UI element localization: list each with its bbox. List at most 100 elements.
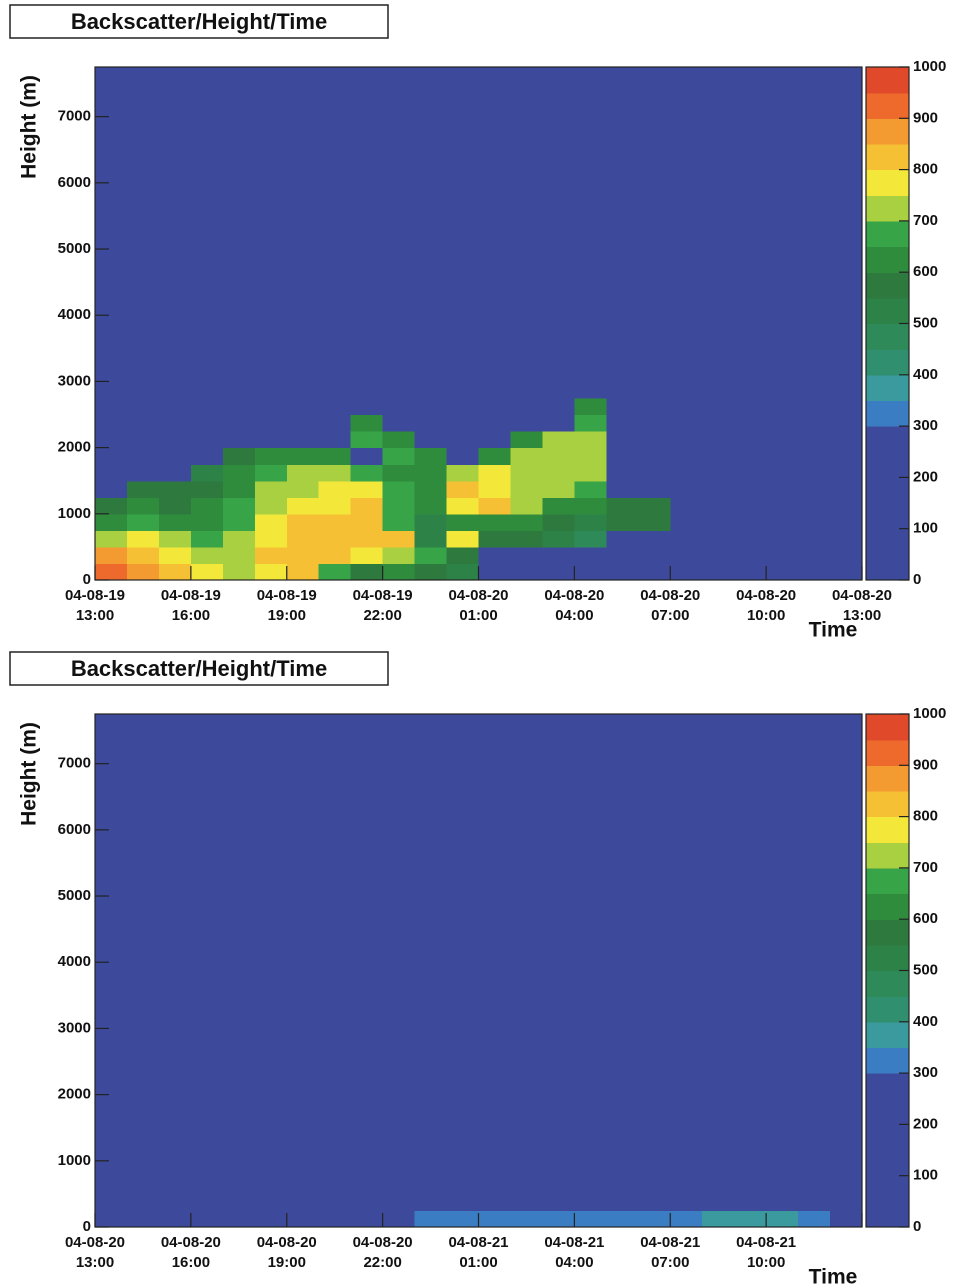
heat-cell (382, 497, 416, 515)
colorbar-band (866, 790, 909, 818)
x-axis-label: Time (809, 619, 858, 642)
x-tick-time: 13:00 (76, 607, 114, 624)
heat-cell (158, 464, 192, 482)
heat-cell (606, 530, 639, 548)
heat-cell (606, 497, 639, 515)
heat-cell (286, 67, 320, 399)
heat-cell (478, 397, 512, 416)
heat-cell (126, 431, 160, 449)
heat-cell (222, 447, 256, 465)
heat-cell (542, 480, 575, 498)
colorbar-band (866, 1021, 909, 1049)
heat-cell (670, 397, 703, 416)
heat-cell (126, 480, 160, 498)
heat-cell (446, 513, 480, 531)
heat-cell (478, 431, 512, 449)
heat-cell (574, 1210, 607, 1228)
colorbar-tick-label: 300 (913, 417, 938, 434)
heat-cell (574, 480, 607, 498)
heat-cell (574, 714, 607, 1212)
colorbar-band (866, 842, 909, 869)
heat-cell (606, 546, 639, 565)
heat-cell (830, 530, 863, 548)
x-tick-time: 13:00 (76, 1254, 114, 1271)
colorbar-band (866, 816, 909, 843)
heat-cell (286, 464, 320, 482)
x-tick-time: 16:00 (172, 607, 210, 624)
heat-cell (766, 67, 799, 399)
heat-cell (702, 714, 735, 1212)
x-tick-time: 22:00 (363, 607, 401, 624)
heat-cell (158, 480, 192, 498)
colorbar-tick-label: 600 (913, 910, 938, 927)
x-tick-date: 04-08-21 (640, 1234, 700, 1251)
heat-cell (766, 563, 799, 581)
colorbar-band (866, 739, 909, 766)
heat-cell (158, 397, 192, 416)
heat-cell (702, 1210, 735, 1228)
colorbar-band (866, 143, 909, 171)
heat-cell (286, 397, 320, 416)
heat-cell (318, 464, 352, 482)
heat-cell (95, 513, 128, 531)
heat-cell (286, 497, 320, 515)
heat-cell (574, 447, 607, 465)
heat-cell (222, 431, 256, 449)
heat-cell (158, 414, 192, 432)
colorbar-band (866, 374, 909, 402)
colorbar-band (866, 1175, 909, 1202)
x-tick-date: 04-08-20 (448, 587, 508, 604)
heat-cell (254, 397, 288, 416)
heat-cell (318, 546, 352, 565)
heat-cell (702, 480, 735, 498)
heat-cell (222, 397, 256, 416)
title-box (9, 4, 389, 39)
heat-cell (638, 480, 671, 498)
x-tick-time: 07:00 (651, 607, 689, 624)
heat-cell (190, 530, 224, 548)
heat-cell (286, 414, 320, 432)
heat-cell (382, 563, 416, 581)
heat-cell (318, 447, 352, 465)
heat-cell (190, 480, 224, 498)
heat-cell (702, 513, 735, 531)
title-box (9, 651, 389, 686)
heat-cell (254, 480, 288, 498)
colorbar-tick-label: 800 (913, 808, 938, 825)
heat-cell (382, 414, 416, 432)
heat-cell (638, 464, 671, 482)
heat-cell (734, 563, 767, 581)
y-tick-label: 5000 (58, 240, 91, 257)
heat-cell (350, 530, 384, 548)
heat-cell (638, 714, 671, 1212)
heat-cell (414, 431, 448, 449)
heat-cell (798, 563, 831, 581)
heat-cell (702, 497, 735, 515)
colorbar-band (866, 1201, 909, 1228)
y-tick-label: 0 (83, 1218, 91, 1235)
x-tick-time: 01:00 (459, 1254, 497, 1271)
heat-cell (574, 563, 607, 581)
heat-cell (702, 546, 735, 565)
heat-cell (350, 563, 384, 581)
heat-cell (254, 497, 288, 515)
heat-cell (542, 464, 575, 482)
heat-cell (478, 497, 512, 515)
x-tick-time: 07:00 (651, 1254, 689, 1271)
heat-cell (702, 447, 735, 465)
heat-cell (350, 431, 384, 449)
heat-cell (446, 431, 480, 449)
heat-cell (95, 464, 128, 482)
heat-cell (158, 513, 192, 531)
heat-cell (222, 67, 256, 399)
heat-cell (414, 480, 448, 498)
heat-cell (510, 464, 544, 482)
heat-cell (478, 464, 512, 482)
heat-cell (542, 546, 575, 565)
heat-cell (542, 447, 575, 465)
heat-cell (798, 67, 831, 399)
colorbar-tick-label: 600 (913, 263, 938, 280)
heat-cell (702, 464, 735, 482)
heat-cell (254, 431, 288, 449)
